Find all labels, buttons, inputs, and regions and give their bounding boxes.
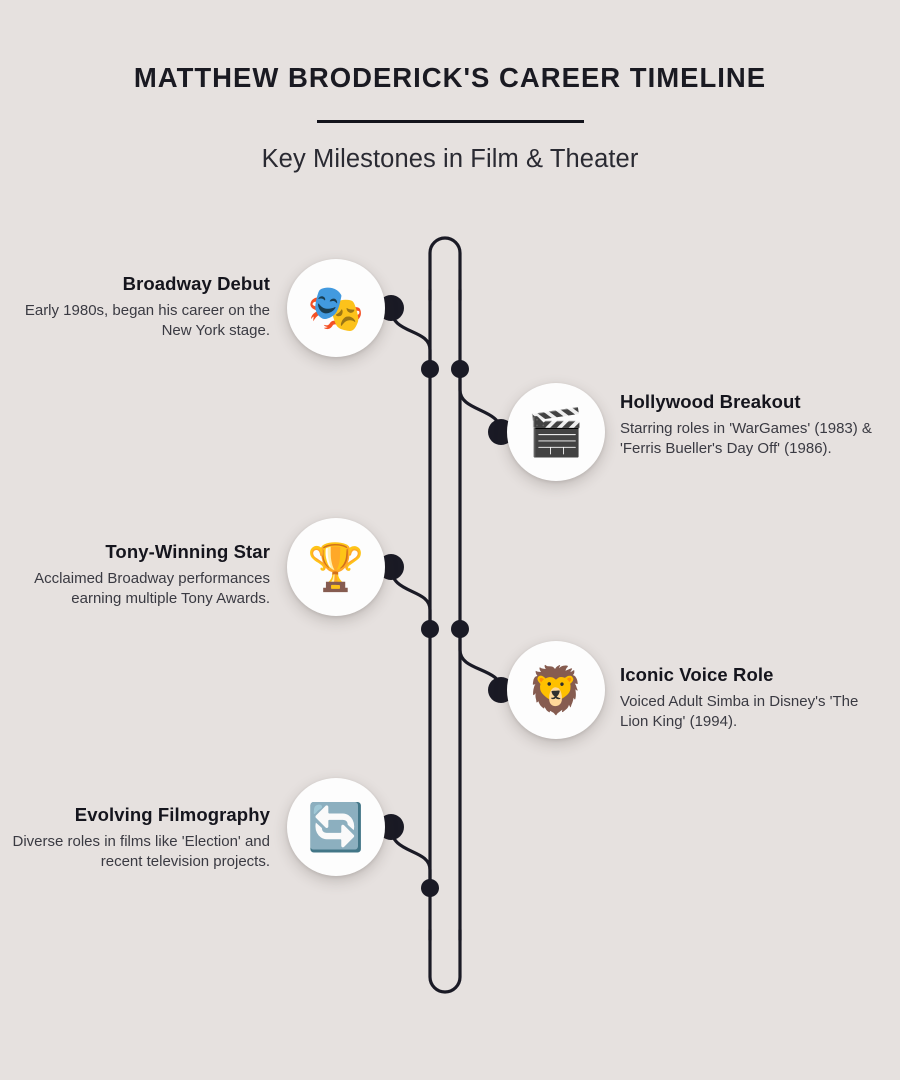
milestone-icon-bubble-3[interactable]: 🏆 xyxy=(287,518,385,616)
header: MATTHEW BRODERICK'S CAREER TIMELINE Key … xyxy=(0,0,900,174)
rail-dot xyxy=(421,620,439,638)
trophy-icon: 🏆 xyxy=(307,541,365,593)
milestone-body-4: Voiced Adult Simba in Disney's 'The Lion… xyxy=(620,693,859,730)
rail-dot xyxy=(451,620,469,638)
rail-dot xyxy=(451,360,469,378)
milestone-heading-1: Broadway Debut xyxy=(122,273,270,294)
milestone-text-3: Tony-Winning Star Acclaimed Broadway per… xyxy=(10,540,270,609)
milestone-icon-bubble-5[interactable]: 🔄 xyxy=(287,778,385,876)
clapper-board-icon: 🎬 xyxy=(527,406,585,458)
page-subtitle: Key Milestones in Film & Theater xyxy=(261,144,639,173)
title-divider xyxy=(316,119,584,123)
milestone-body-5: Diverse roles in films like 'Election' a… xyxy=(12,833,271,870)
milestone-heading-5: Evolving Filmography xyxy=(74,804,270,825)
milestone-text-1: Broadway Debut Early 1980s, began his ca… xyxy=(10,272,270,341)
milestone-icon-bubble-1[interactable]: 🎭 xyxy=(287,259,385,357)
rail-dot xyxy=(421,879,439,897)
milestone-icon-bubble-4[interactable]: 🦁 xyxy=(507,641,605,739)
milestone-heading-2: Hollywood Breakout xyxy=(620,391,801,412)
milestone-text-4: Iconic Voice Role Voiced Adult Simba in … xyxy=(620,663,880,732)
refresh-arrows-icon: 🔄 xyxy=(307,801,365,853)
theater-masks-icon: 🎭 xyxy=(307,282,365,334)
milestone-heading-3: Tony-Winning Star xyxy=(105,541,270,562)
rail-dot xyxy=(421,360,439,378)
milestone-heading-4: Iconic Voice Role xyxy=(620,664,774,685)
milestone-text-5: Evolving Filmography Diverse roles in fi… xyxy=(10,803,271,872)
milestone-body-3: Acclaimed Broadway performances earning … xyxy=(34,570,270,607)
page-title: MATTHEW BRODERICK'S CAREER TIMELINE xyxy=(133,62,767,93)
lion-face-icon: 🦁 xyxy=(527,664,585,716)
milestone-body-1: Early 1980s, began his career on the New… xyxy=(24,302,270,339)
milestone-text-2: Hollywood Breakout Starring roles in 'Wa… xyxy=(620,390,880,459)
milestone-body-2: Starring roles in 'WarGames' (1983) & 'F… xyxy=(620,420,872,457)
milestone-icon-bubble-2[interactable]: 🎬 xyxy=(507,383,605,481)
